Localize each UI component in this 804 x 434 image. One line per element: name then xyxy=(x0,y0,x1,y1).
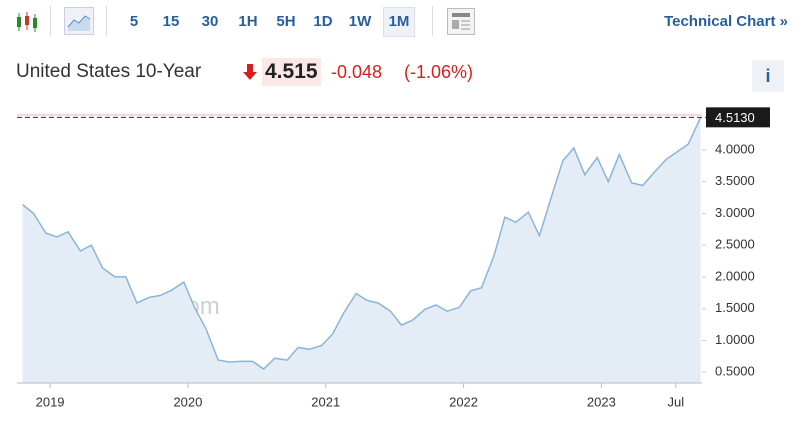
interval-button[interactable]: 5 xyxy=(129,13,139,30)
interval-button[interactable]: 5H xyxy=(276,13,296,30)
last-price-label: 4.5130 xyxy=(715,110,755,125)
last-price-box xyxy=(706,107,770,128)
x-tick-label: 2019 xyxy=(36,394,65,409)
technical-chart-link[interactable]: Technical Chart » xyxy=(664,13,788,30)
interval-button[interactable]: 1H xyxy=(238,13,258,30)
y-tick-label: 3.0000 xyxy=(715,205,755,220)
x-tick-label: 2023 xyxy=(587,394,616,409)
info-button[interactable]: i xyxy=(752,60,784,92)
area xyxy=(22,117,701,383)
price-change-percent: (-1.06%) xyxy=(404,62,474,82)
price: 4.515 xyxy=(262,58,321,86)
y-tick-label: 1.0000 xyxy=(715,332,755,347)
separator xyxy=(432,6,433,36)
x-tick-label: Jul xyxy=(668,394,685,409)
y-tick-label: 2.0000 xyxy=(715,268,755,283)
toolbar: 5 15 30 1H 5H 1D 1W 1M Technical Chart » xyxy=(0,0,804,42)
price-change: -0.048 xyxy=(331,62,383,82)
separator xyxy=(50,6,51,36)
separator xyxy=(106,6,107,36)
x-tick-label: 2022 xyxy=(449,394,478,409)
news-icon[interactable] xyxy=(447,8,475,35)
y-tick-label: 1.5000 xyxy=(715,300,755,315)
y-tick-label: 0.5000 xyxy=(715,364,755,379)
area-chart-icon[interactable] xyxy=(64,7,94,35)
interval-button[interactable]: 1M xyxy=(383,7,415,37)
interval-button[interactable]: 1W xyxy=(348,13,372,30)
y-tick-label: 2.5000 xyxy=(715,237,755,252)
y-tick-label: 4.0000 xyxy=(715,141,755,156)
instrument-title: United States 10-Year xyxy=(16,61,202,82)
interval-button[interactable]: 15 xyxy=(162,13,180,30)
interval-button[interactable]: 30 xyxy=(201,13,219,30)
down-arrow-icon xyxy=(243,64,257,80)
x-tick-label: 2021 xyxy=(311,394,340,409)
interval-button[interactable]: 1D xyxy=(313,13,333,30)
y-tick-label: 3.5000 xyxy=(715,173,755,188)
line xyxy=(22,117,702,370)
candlestick-icon[interactable] xyxy=(14,10,42,34)
x-tick-label: 2020 xyxy=(173,394,202,409)
